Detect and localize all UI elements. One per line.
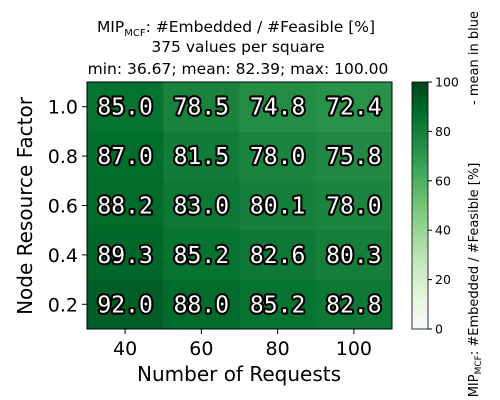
heatmap-cell <box>239 230 317 281</box>
heatmap-cell <box>163 180 240 231</box>
x-axis-ticks: 40 60 80 100 <box>113 329 372 360</box>
y-tick-label: 1.0 <box>48 97 78 119</box>
x-tick-label: 100 <box>336 338 372 360</box>
colorbar-tick-label: 100 <box>435 75 459 90</box>
title-mip-subscript: MCF <box>124 28 146 39</box>
y-tick-label: 0.4 <box>48 245 78 267</box>
x-tick-label: 80 <box>266 338 290 360</box>
cell-value-label: 85.2 <box>174 243 229 269</box>
colorbar-label-mip: MIP <box>467 374 482 397</box>
heatmap-cell <box>315 131 393 182</box>
heatmap-cell <box>163 279 240 330</box>
heatmap-cell <box>239 82 317 132</box>
heatmap-cell <box>239 279 317 330</box>
cell-value-label: 72.4 <box>326 95 381 121</box>
heatmap-cell <box>239 131 317 182</box>
cell-value-label: 88.2 <box>97 194 152 220</box>
x-axis-label: Number of Requests <box>137 362 341 386</box>
heatmap-cell <box>163 230 240 281</box>
colorbar-label-subscript: MCF <box>474 355 484 374</box>
cell-value-label: 78.5 <box>174 95 229 121</box>
heatmap-cell <box>315 279 393 330</box>
cell-value-label: 78.0 <box>250 144 305 170</box>
heatmap-cell <box>87 82 164 132</box>
y-tick-label: 0.6 <box>48 196 78 218</box>
cell-value-label: 81.5 <box>174 144 229 170</box>
colorbar-ticks: 0 20 40 60 80 100 <box>428 75 459 337</box>
colorbar-tick-label: 0 <box>435 322 443 337</box>
heatmap-cell <box>239 180 317 231</box>
colorbar-mean-label: - mean in blue <box>467 11 482 105</box>
cell-value-label: 83.0 <box>174 194 229 220</box>
cell-value-label: 87.0 <box>97 144 152 170</box>
y-axis-label: Node Resource Factor <box>13 96 37 315</box>
heatmap-cell <box>87 180 164 231</box>
heatmap-cell <box>163 131 240 182</box>
cell-value-label: 74.8 <box>250 95 305 121</box>
colorbar-label-rest: : #Embedded / #Feasible [%] <box>467 163 482 355</box>
cell-value-label: 85.0 <box>97 95 152 121</box>
heatmap-cell <box>87 279 164 330</box>
heatmap-cell <box>87 131 164 182</box>
title-mip: MIP <box>97 18 124 36</box>
colorbar-tick-label: 80 <box>435 124 451 139</box>
cell-value-label: 82.8 <box>326 292 381 318</box>
colorbar <box>411 81 429 330</box>
heatmap-cells <box>87 82 393 330</box>
cell-value-label: 80.3 <box>326 243 381 269</box>
heatmap-cell-labels: 92.0 88.0 85.2 82.8 89.3 85.2 82.6 80.3 88.2 83.0… <box>95 93 383 321</box>
cell-value-label: 78.0 <box>326 194 381 220</box>
heatmap-cell <box>315 82 393 132</box>
colorbar-tick-label: 40 <box>435 223 451 238</box>
x-tick-label: 40 <box>113 338 137 360</box>
cell-value-label: 80.1 <box>250 194 305 220</box>
cell-value-label: 88.0 <box>174 292 229 318</box>
heatmap-cell <box>315 230 393 281</box>
y-tick-label: 0.2 <box>48 294 78 316</box>
colorbar-tick-label: 60 <box>435 173 451 188</box>
chart-title-line1: MIPMCF: #Embedded / #Feasible [%] <box>97 18 375 39</box>
chart-title-line2: 375 values per square <box>151 38 324 56</box>
y-axis-ticks: 0.2 0.4 0.6 0.8 1.0 <box>48 97 87 316</box>
cell-value-label: 82.6 <box>250 243 305 269</box>
y-tick-label: 0.8 <box>48 146 78 168</box>
x-tick-label: 60 <box>189 338 213 360</box>
chart-title-line3: min: 36.67; mean: 82.39; max: 100.00 <box>88 60 389 78</box>
cell-value-label: 75.8 <box>326 144 381 170</box>
cell-value-label: 85.2 <box>250 292 305 318</box>
heatmap-cell <box>315 180 393 231</box>
colorbar-label: MIPMCF: #Embedded / #Feasible [%] <box>467 163 484 398</box>
cell-value-label: 92.0 <box>97 292 152 318</box>
colorbar-tick-label: 20 <box>435 272 451 287</box>
heatmap-cell <box>87 230 164 281</box>
heatmap-cell <box>163 82 240 132</box>
title-rest: : #Embedded / #Feasible [%] <box>146 18 375 36</box>
cell-value-label: 89.3 <box>97 243 152 269</box>
